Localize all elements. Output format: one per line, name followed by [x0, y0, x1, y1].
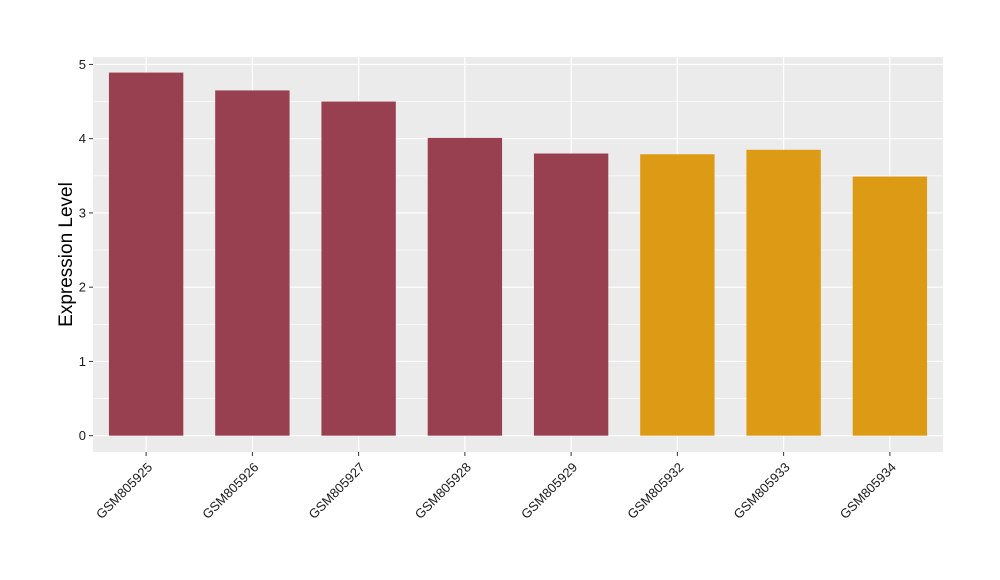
y-tick-label: 3 [79, 205, 86, 220]
y-tick-label: 4 [79, 131, 86, 146]
bar-GSM805934 [852, 176, 928, 436]
x-tick-label: GSM805932 [624, 460, 686, 522]
bars [108, 72, 928, 436]
bar-GSM805933 [746, 149, 821, 436]
x-tick-label: GSM805929 [518, 460, 580, 522]
y-tick-label: 1 [79, 354, 86, 369]
x-tick-label: GSM805928 [412, 460, 474, 522]
bar-GSM805932 [640, 154, 715, 436]
bar-GSM805925 [108, 72, 184, 436]
y-tick-label: 2 [79, 280, 86, 295]
bar-GSM805927 [321, 101, 396, 436]
y-tick-label: 5 [79, 57, 86, 72]
bar-GSM805929 [533, 153, 609, 436]
y-tick-label: 0 [79, 428, 86, 443]
x-tick-label: GSM805925 [93, 460, 155, 522]
x-tick-label: GSM805933 [731, 460, 793, 522]
y-axis-title: Expression Level [56, 182, 77, 327]
bar-GSM805926 [215, 90, 290, 436]
x-tick-label: GSM805934 [837, 460, 899, 522]
y-axis: 0 1 2 3 4 5 [79, 57, 93, 443]
x-tick-label: GSM805926 [199, 460, 261, 522]
x-axis: GSM805925 GSM805926 GSM805927 GSM805928 GSM8… [93, 452, 899, 522]
x-tick-label: GSM805927 [306, 460, 368, 522]
bar-GSM805928 [427, 137, 503, 436]
